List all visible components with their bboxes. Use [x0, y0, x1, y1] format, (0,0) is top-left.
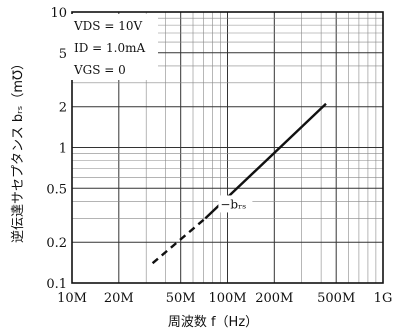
grid	[72, 12, 383, 283]
y-tick-label: 5	[59, 47, 67, 62]
x-tick-label: 1G	[374, 291, 393, 306]
conditions-box: VDS = 10V ID = 1.0mA VGS = 0	[70, 14, 158, 80]
x-axis-label: 周波数 f（Hz）	[168, 315, 258, 330]
tick-labels: 10M 20M 50M 100M 200M 500M 1G 0.1 0.2 0.5 1 2 5 10	[46, 6, 392, 306]
y-tick-label: 0.2	[46, 236, 67, 251]
x-tick-label: 10M	[57, 291, 87, 306]
y-tick-label: 0.5	[46, 182, 67, 197]
x-tick-label: 100M	[208, 291, 246, 306]
series	[151, 102, 327, 265]
y-tick-label: 0.1	[46, 277, 67, 292]
y-tick-label: 1	[59, 142, 67, 157]
y-tick-label: 2	[59, 101, 67, 116]
series-line-dashed	[151, 217, 207, 265]
x-tick-label: 50M	[166, 291, 196, 306]
x-tick-label: 20M	[104, 291, 134, 306]
y-tick-label: 10	[50, 6, 67, 21]
x-tick-label: 500M	[317, 291, 355, 306]
condition-id: ID = 1.0mA	[74, 41, 146, 55]
x-tick-label: 200M	[255, 291, 293, 306]
condition-vds: VDS = 10V	[73, 19, 142, 33]
plot-frame	[71, 11, 384, 284]
series-annotation: −bᵣₛ	[218, 195, 253, 213]
condition-vgs: VGS = 0	[73, 63, 126, 77]
y-axis-label: 逆伝達サセプタンス bᵣₛ（m℧）	[10, 57, 26, 243]
annotation-label: −bᵣₛ	[220, 197, 246, 211]
